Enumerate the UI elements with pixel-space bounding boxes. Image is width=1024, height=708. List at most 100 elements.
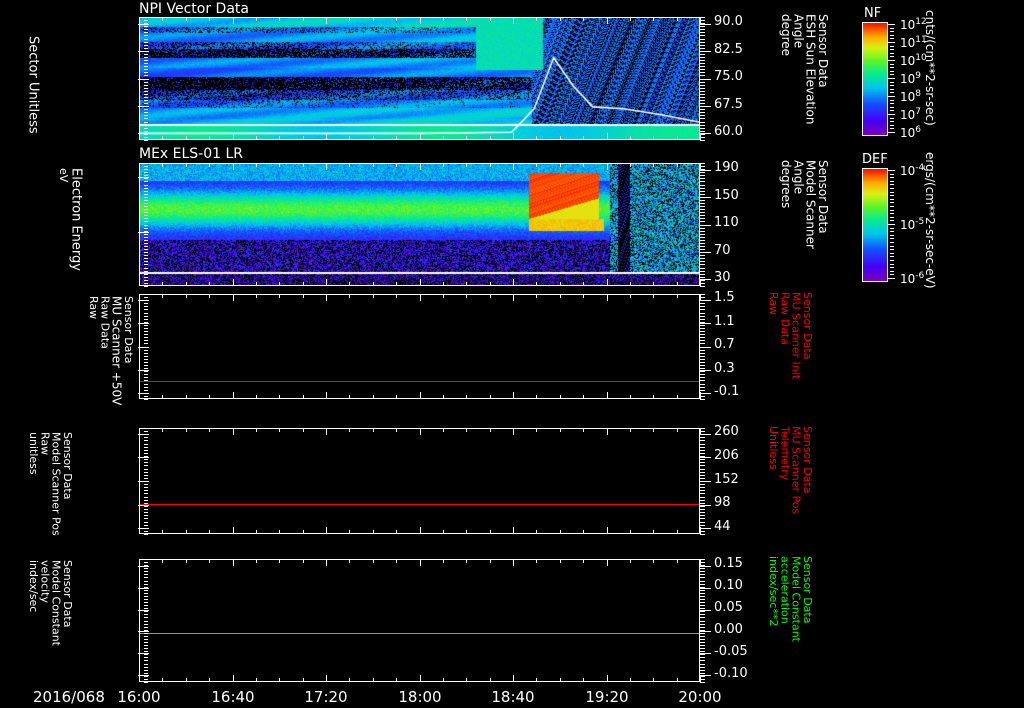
axis-tick-label: 90.0 [714,14,743,29]
panel-title-npi: NPI Vector Data [139,1,249,17]
axis-label-line: Raw Data [778,292,792,345]
axis-label-line: Telemetry [778,426,792,481]
panel-velocity-left-axis-label: Sensor Data Model Constant velocity inde… [27,560,74,678]
axis-tick-label: 0.7 [714,337,735,352]
colorbar-tick-label: 1012 [900,17,927,32]
axis-label-line: Angle [791,160,806,195]
colorbar-tick-label: 10-4 [900,163,925,178]
axis-tick-label: 1.1 [714,314,735,329]
colorbar-tick-label: 10-6 [900,271,925,286]
panel-els-left-axis-label: Electron Energy eV [57,168,84,283]
panel-velocity-plot[interactable] [139,559,700,682]
axis-tick-label: 30 [714,270,731,285]
panel-npi-right-axis-label: Sensor Data ESH Sun Elevation Angle degr… [779,14,830,142]
axis-tick-label: -0.1 [714,384,740,399]
axis-tick-label: 98 [714,495,731,510]
def-colorbar-label: DEF [862,152,888,167]
panel-npi-plot[interactable] [139,17,700,140]
axis-tick-label: 0.15 [714,556,743,571]
axis-tick-label: 110 [714,215,739,230]
axis-label-line: Raw [87,296,101,320]
axis-tick-label: 82.5 [714,42,743,57]
colorbar-tick-label: 1011 [900,35,927,50]
colorbar-tick-label: 107 [900,107,922,122]
axis-label-line: MU Scanner Pos [789,426,803,515]
x-axis-tick-label: 17:20 [304,688,348,706]
panel-mu-left-axis-label: Sensor Data MU Scanner +50V Raw Data Raw [87,296,135,406]
axis-tick-label: 206 [714,448,739,463]
axis-label-line: degree [779,14,794,57]
panel-mu-scanner-plot[interactable] [139,294,700,399]
axis-tick-label: 260 [714,424,739,439]
axis-tick-label: 75.0 [714,69,743,84]
axis-label-line: Sensor Data [60,560,74,628]
def-colorbar[interactable] [862,168,888,282]
axis-label-line: Sensor Data [121,296,135,364]
x-axis-tick-label: 16:00 [117,688,161,706]
axis-label-line: Angle [791,14,806,49]
x-axis-tick-label: 16:40 [211,688,255,706]
axis-label-line: Sensor Data [800,292,814,360]
panel-scanner-pos-plot[interactable] [139,428,700,534]
colorbar-tick-label: 106 [900,125,922,140]
colorbar-tick-label: 10-5 [900,217,925,232]
nf-colorbar-label: NF [864,6,882,21]
axis-tick-label: 60.0 [714,124,743,139]
x-axis-tick-label: 18:00 [398,688,442,706]
x-axis-tick-label: 19:20 [585,688,629,706]
axis-label-line: Sensor Data [800,556,814,624]
axis-label-line: Model Scanner Pos [49,432,63,536]
axis-label-line: Sensor Data [815,14,830,88]
x-axis-tick-label: 20:00 [678,688,722,706]
axis-label-line: Model Constant [49,560,63,646]
axis-label-line: index/sec [27,560,41,613]
axis-label-line: MU Scanner +50V [109,296,124,406]
axis-label-line: Electron Energy [68,168,84,271]
colorbar-tick-label: 1010 [900,53,927,68]
axis-label-line: Raw Data [98,296,112,349]
colorbar-tick-label: 108 [900,89,922,104]
axis-tick-label: 1.5 [714,290,735,305]
axis-label-line: Sensor Data [815,160,830,234]
axis-label-line: Model Scanner [803,160,818,249]
axis-label-line: velocity [38,560,52,603]
axis-label-line: acceleration [778,556,792,624]
x-axis-date-label: 2016/068 [33,688,105,706]
axis-label-line: degrees [779,160,794,209]
axis-tick-label: 152 [714,472,739,487]
panel-mu-right-axis-label: Sensor Data MU Scanner Init Raw Data Raw [767,292,814,400]
x-axis-tick-label: 18:40 [491,688,535,706]
panel-velocity-right-axis-label: Sensor Data Model Constant acceleration … [767,556,814,682]
axis-label-line: Sector [25,36,41,78]
axis-label-line: Unitless [25,81,41,134]
axis-label-line: Raw [767,292,781,316]
axis-tick-label: -0.10 [714,666,748,681]
scanner-pos-trace [140,504,699,505]
mu-scanner-init-trace [140,381,699,382]
axis-label-line: Sensor Data [800,426,814,494]
nf-colorbar-unit: cnts/(cm**2-sr-sec) [923,10,938,126]
axis-tick-label: 190 [714,160,739,175]
axis-tick-label: 0.3 [714,361,735,376]
panel-els-plot[interactable] [139,163,700,286]
axis-tick-label: -0.05 [714,644,748,659]
colorbar-tick-label: 109 [900,71,922,86]
axis-label-line: Raw [38,432,52,456]
panel-npi-left-axis-label: Sector Unitless [25,36,41,134]
axis-tick-label: 0.10 [714,578,743,593]
nf-colorbar[interactable] [862,22,888,136]
axis-label-line: Sensor Data [60,432,74,500]
axis-label-line: eV [57,168,71,183]
axis-tick-label: 70 [714,243,731,258]
axis-tick-label: 44 [714,519,731,534]
def-colorbar-unit: ergs/(cm**2-sr-sec-eV) [923,152,938,289]
axis-tick-label: 0.00 [714,622,743,637]
axis-label-line: MU Scanner Init [789,292,803,380]
panel-scanner-pos-right-axis-label: Sensor Data MU Scanner Pos Telemetry Uni… [767,426,814,534]
panel-scanner-pos-left-axis-label: Sensor Data Model Scanner Pos Raw unitle… [27,432,74,536]
constant-velocity-trace [140,633,699,634]
axis-label-line: index/sec**2 [767,556,781,627]
axis-label-line: ESH Sun Elevation [803,14,818,125]
axis-tick-label: 150 [714,188,739,203]
